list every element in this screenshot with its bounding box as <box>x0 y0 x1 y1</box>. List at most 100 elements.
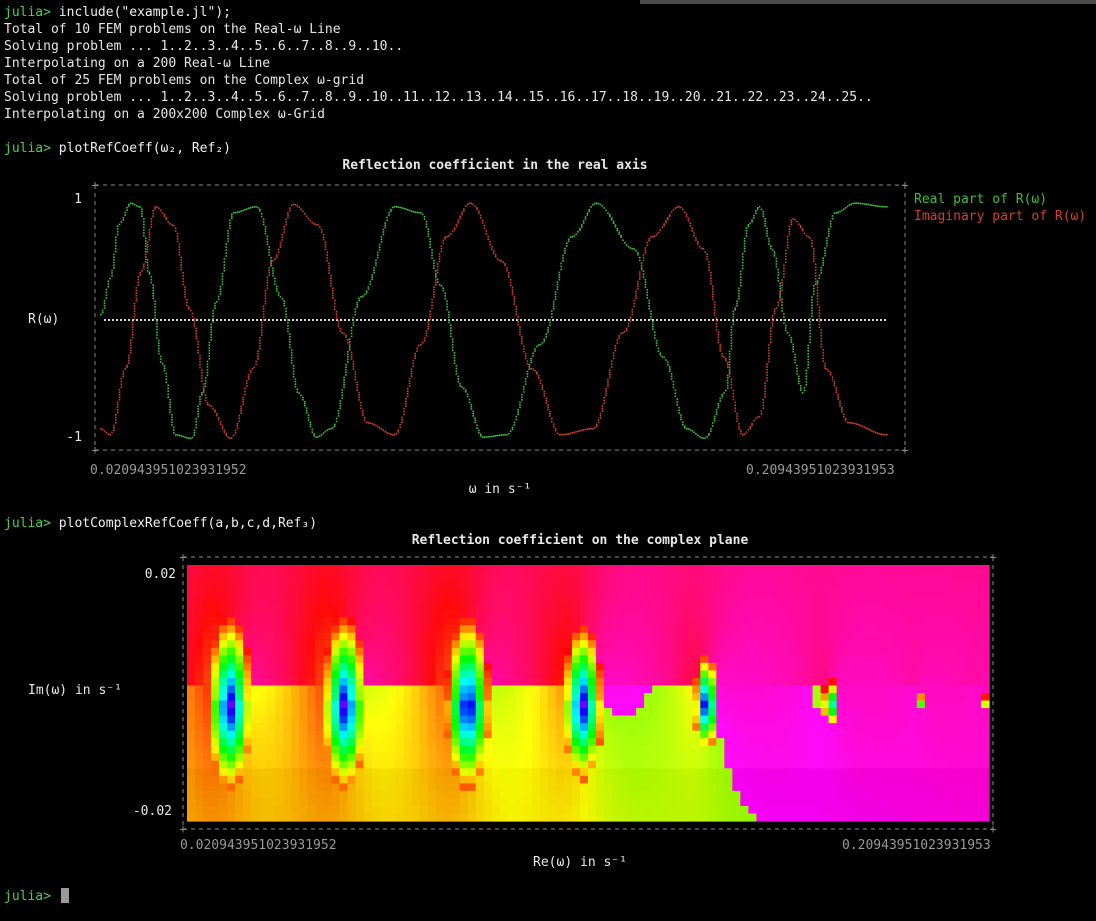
chart2-cell <box>692 753 701 762</box>
chart2-cell <box>628 715 637 724</box>
chart2-cell <box>916 647 926 656</box>
chart1-point <box>717 333 720 336</box>
chart1-ytick-label: 1 <box>74 192 82 207</box>
chart1-zero-line-dot <box>220 319 222 321</box>
chart2-cell <box>227 625 236 634</box>
chart1-point <box>530 367 533 370</box>
chart1-point <box>341 331 344 334</box>
chart2-cell <box>868 572 878 581</box>
chart2-cell <box>604 745 613 754</box>
chart1-point <box>199 366 201 369</box>
chart2-cell <box>964 572 974 581</box>
chart2-cell <box>571 610 581 619</box>
chart2-cell <box>884 677 894 687</box>
chart2-cell <box>804 738 814 747</box>
chart2-cell <box>507 655 517 664</box>
chart1-point <box>159 361 162 363</box>
chart2-cell <box>259 655 268 664</box>
chart1-point <box>798 223 800 226</box>
chart1-zero-line-dot <box>828 319 830 321</box>
chart2-cell <box>539 685 549 694</box>
chart2-cell <box>403 760 413 769</box>
chart1-point <box>272 259 274 262</box>
chart1-point <box>609 376 611 378</box>
chart2-cell <box>563 745 573 754</box>
chart2-cell <box>980 625 990 634</box>
chart2-cell <box>203 708 212 717</box>
chart2-cell <box>724 677 733 687</box>
chart1-point <box>410 373 413 375</box>
chart1-point <box>406 395 409 398</box>
chart2-cell <box>563 670 573 679</box>
chart1-point <box>655 339 658 342</box>
chart2-cell <box>355 715 365 724</box>
chart2-cell <box>195 647 204 656</box>
chart2-cell <box>876 655 886 664</box>
chart1-point <box>292 373 295 375</box>
chart2-cell <box>612 565 621 574</box>
chart1-point <box>305 411 308 414</box>
chart1-point <box>180 259 183 261</box>
chart1-point <box>588 428 591 430</box>
chart2-cell <box>299 617 308 626</box>
chart1-point <box>238 417 241 420</box>
chart2-cell <box>467 677 477 687</box>
chart2-cell <box>892 730 902 739</box>
chart2-cell <box>291 753 300 762</box>
chart1-point <box>764 217 766 220</box>
chart2-cell <box>347 595 357 604</box>
chart2-cell <box>772 723 782 732</box>
chart1-point <box>180 435 183 437</box>
chart1-point <box>129 202 132 205</box>
chart1-point <box>135 297 138 300</box>
chart1-point <box>107 433 110 436</box>
chart1-zero-line-dot <box>368 319 370 321</box>
chart2-cell <box>972 640 982 649</box>
chart1-point <box>253 206 256 208</box>
chart2-cell <box>684 632 693 641</box>
chart2-cell <box>283 738 292 747</box>
chart1-point <box>835 389 838 391</box>
chart1-point <box>388 432 390 435</box>
chart1-point <box>318 226 321 228</box>
chart1-point <box>493 250 495 253</box>
chart2-cell <box>579 647 589 656</box>
chart2-cell <box>243 580 252 589</box>
chart2-cell <box>275 677 284 687</box>
chart2-cell <box>483 662 493 672</box>
chart1-point <box>260 321 263 324</box>
chart1-point <box>219 290 222 293</box>
chart1-point <box>405 208 407 210</box>
chart1-zero-line-dot <box>468 319 470 321</box>
chart2-cell <box>523 617 533 626</box>
chart2-cell <box>395 760 405 769</box>
chart2-cell <box>644 662 653 672</box>
chart2-cell <box>531 580 541 589</box>
chart2-cell <box>275 715 284 724</box>
chart1-point <box>268 271 271 274</box>
chart1-point <box>375 259 377 262</box>
chart2-cell <box>211 602 220 611</box>
chart2-cell <box>371 753 381 762</box>
chart1-point <box>491 435 493 438</box>
chart2-cell <box>491 715 501 724</box>
chart2-cell <box>836 632 846 641</box>
chart2-cell <box>323 738 332 747</box>
chart1-point <box>433 267 435 269</box>
chart1-point <box>522 345 525 348</box>
chart2-cell <box>315 700 324 709</box>
terminal-line[interactable]: julia> <box>4 888 69 905</box>
chart1-point <box>335 420 338 423</box>
chart1-zero-line-dot <box>156 319 158 321</box>
chart1-point <box>768 347 770 349</box>
chart1-point <box>457 378 460 380</box>
chart1-point <box>829 220 832 223</box>
chart1-point <box>483 227 486 230</box>
chart1-point <box>536 373 538 375</box>
chart1-point <box>824 362 826 365</box>
chart1-point <box>526 362 529 365</box>
chart2-cell <box>948 625 958 634</box>
chart2-cell <box>716 587 725 596</box>
chart2-cell <box>908 565 918 574</box>
chart1-point <box>803 386 806 389</box>
